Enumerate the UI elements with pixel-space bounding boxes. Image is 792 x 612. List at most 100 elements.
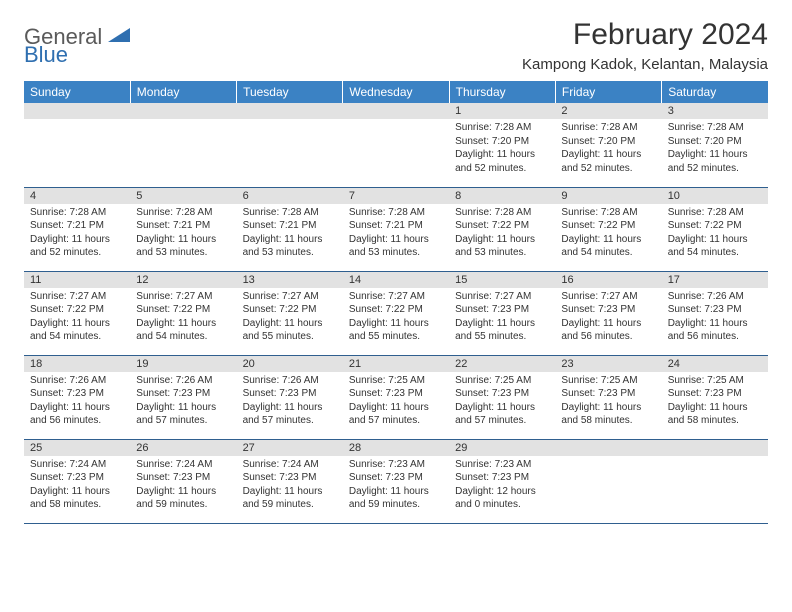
- day-number: 18: [24, 356, 130, 372]
- day-details: Sunrise: 7:26 AMSunset: 7:23 PMDaylight:…: [24, 372, 130, 432]
- day-details: Sunrise: 7:23 AMSunset: 7:23 PMDaylight:…: [449, 456, 555, 516]
- day-details: Sunrise: 7:28 AMSunset: 7:22 PMDaylight:…: [449, 204, 555, 264]
- day-details: Sunrise: 7:27 AMSunset: 7:22 PMDaylight:…: [237, 288, 343, 348]
- day-details: Sunrise: 7:27 AMSunset: 7:22 PMDaylight:…: [343, 288, 449, 348]
- day-details: Sunrise: 7:25 AMSunset: 7:23 PMDaylight:…: [449, 372, 555, 432]
- day-header: Thursday: [449, 81, 555, 103]
- day-cell: 26Sunrise: 7:24 AMSunset: 7:23 PMDayligh…: [130, 439, 236, 523]
- day-cell: 8Sunrise: 7:28 AMSunset: 7:22 PMDaylight…: [449, 187, 555, 271]
- day-number: 27: [237, 440, 343, 456]
- day-cell: [662, 439, 768, 523]
- day-cell: 24Sunrise: 7:25 AMSunset: 7:23 PMDayligh…: [662, 355, 768, 439]
- day-details: Sunrise: 7:28 AMSunset: 7:21 PMDaylight:…: [24, 204, 130, 264]
- location-text: Kampong Kadok, Kelantan, Malaysia: [522, 56, 768, 73]
- day-cell: [130, 103, 236, 187]
- day-header-row: Sunday Monday Tuesday Wednesday Thursday…: [24, 81, 768, 103]
- day-details: Sunrise: 7:25 AMSunset: 7:23 PMDaylight:…: [555, 372, 661, 432]
- empty-day-bar: [237, 103, 343, 119]
- day-number: 9: [555, 188, 661, 204]
- day-header: Wednesday: [343, 81, 449, 103]
- day-details: Sunrise: 7:23 AMSunset: 7:23 PMDaylight:…: [343, 456, 449, 516]
- day-cell: 13Sunrise: 7:27 AMSunset: 7:22 PMDayligh…: [237, 271, 343, 355]
- day-cell: 15Sunrise: 7:27 AMSunset: 7:23 PMDayligh…: [449, 271, 555, 355]
- day-number: 24: [662, 356, 768, 372]
- empty-day-bar: [130, 103, 236, 119]
- day-header: Sunday: [24, 81, 130, 103]
- page-title: February 2024: [522, 18, 768, 52]
- empty-day-bar: [555, 440, 661, 456]
- day-number: 19: [130, 356, 236, 372]
- day-details: Sunrise: 7:28 AMSunset: 7:20 PMDaylight:…: [449, 119, 555, 179]
- day-cell: 28Sunrise: 7:23 AMSunset: 7:23 PMDayligh…: [343, 439, 449, 523]
- day-details: Sunrise: 7:28 AMSunset: 7:22 PMDaylight:…: [555, 204, 661, 264]
- day-details: Sunrise: 7:28 AMSunset: 7:20 PMDaylight:…: [555, 119, 661, 179]
- day-number: 17: [662, 272, 768, 288]
- day-details: Sunrise: 7:28 AMSunset: 7:20 PMDaylight:…: [662, 119, 768, 179]
- day-cell: [237, 103, 343, 187]
- day-cell: 20Sunrise: 7:26 AMSunset: 7:23 PMDayligh…: [237, 355, 343, 439]
- day-cell: 16Sunrise: 7:27 AMSunset: 7:23 PMDayligh…: [555, 271, 661, 355]
- title-block: February 2024 Kampong Kadok, Kelantan, M…: [522, 18, 768, 73]
- day-number: 7: [343, 188, 449, 204]
- calendar-table: Sunday Monday Tuesday Wednesday Thursday…: [24, 81, 768, 524]
- day-number: 29: [449, 440, 555, 456]
- empty-day-bar: [343, 103, 449, 119]
- day-details: Sunrise: 7:28 AMSunset: 7:21 PMDaylight:…: [343, 204, 449, 264]
- day-cell: [555, 439, 661, 523]
- empty-day-bar: [662, 440, 768, 456]
- day-cell: 14Sunrise: 7:27 AMSunset: 7:22 PMDayligh…: [343, 271, 449, 355]
- day-cell: 12Sunrise: 7:27 AMSunset: 7:22 PMDayligh…: [130, 271, 236, 355]
- day-details: Sunrise: 7:24 AMSunset: 7:23 PMDaylight:…: [24, 456, 130, 516]
- day-details: Sunrise: 7:26 AMSunset: 7:23 PMDaylight:…: [662, 288, 768, 348]
- day-cell: 29Sunrise: 7:23 AMSunset: 7:23 PMDayligh…: [449, 439, 555, 523]
- day-details: Sunrise: 7:28 AMSunset: 7:21 PMDaylight:…: [237, 204, 343, 264]
- day-number: 26: [130, 440, 236, 456]
- day-cell: [24, 103, 130, 187]
- day-number: 23: [555, 356, 661, 372]
- day-number: 25: [24, 440, 130, 456]
- day-cell: 18Sunrise: 7:26 AMSunset: 7:23 PMDayligh…: [24, 355, 130, 439]
- day-number: 22: [449, 356, 555, 372]
- week-row: 4Sunrise: 7:28 AMSunset: 7:21 PMDaylight…: [24, 187, 768, 271]
- day-cell: 27Sunrise: 7:24 AMSunset: 7:23 PMDayligh…: [237, 439, 343, 523]
- day-details: Sunrise: 7:28 AMSunset: 7:22 PMDaylight:…: [662, 204, 768, 264]
- day-details: Sunrise: 7:26 AMSunset: 7:23 PMDaylight:…: [237, 372, 343, 432]
- day-cell: 19Sunrise: 7:26 AMSunset: 7:23 PMDayligh…: [130, 355, 236, 439]
- day-number: 10: [662, 188, 768, 204]
- day-number: 20: [237, 356, 343, 372]
- day-details: Sunrise: 7:26 AMSunset: 7:23 PMDaylight:…: [130, 372, 236, 432]
- day-header: Saturday: [662, 81, 768, 103]
- day-cell: 9Sunrise: 7:28 AMSunset: 7:22 PMDaylight…: [555, 187, 661, 271]
- week-row: 11Sunrise: 7:27 AMSunset: 7:22 PMDayligh…: [24, 271, 768, 355]
- day-cell: 25Sunrise: 7:24 AMSunset: 7:23 PMDayligh…: [24, 439, 130, 523]
- day-details: Sunrise: 7:25 AMSunset: 7:23 PMDaylight:…: [343, 372, 449, 432]
- logo-blue-row: Blue: [24, 42, 68, 68]
- day-details: Sunrise: 7:25 AMSunset: 7:23 PMDaylight:…: [662, 372, 768, 432]
- day-cell: 4Sunrise: 7:28 AMSunset: 7:21 PMDaylight…: [24, 187, 130, 271]
- day-cell: 10Sunrise: 7:28 AMSunset: 7:22 PMDayligh…: [662, 187, 768, 271]
- day-header: Monday: [130, 81, 236, 103]
- day-details: Sunrise: 7:24 AMSunset: 7:23 PMDaylight:…: [130, 456, 236, 516]
- day-number: 6: [237, 188, 343, 204]
- day-number: 14: [343, 272, 449, 288]
- day-number: 15: [449, 272, 555, 288]
- day-details: Sunrise: 7:27 AMSunset: 7:23 PMDaylight:…: [449, 288, 555, 348]
- day-number: 4: [24, 188, 130, 204]
- day-cell: 23Sunrise: 7:25 AMSunset: 7:23 PMDayligh…: [555, 355, 661, 439]
- logo-text-blue: Blue: [24, 42, 68, 67]
- header: General February 2024 Kampong Kadok, Kel…: [24, 18, 768, 73]
- day-number: 3: [662, 103, 768, 119]
- day-cell: 6Sunrise: 7:28 AMSunset: 7:21 PMDaylight…: [237, 187, 343, 271]
- logo-triangle-icon: [108, 26, 130, 47]
- day-cell: 21Sunrise: 7:25 AMSunset: 7:23 PMDayligh…: [343, 355, 449, 439]
- week-row: 25Sunrise: 7:24 AMSunset: 7:23 PMDayligh…: [24, 439, 768, 523]
- day-cell: 1Sunrise: 7:28 AMSunset: 7:20 PMDaylight…: [449, 103, 555, 187]
- day-details: Sunrise: 7:27 AMSunset: 7:22 PMDaylight:…: [130, 288, 236, 348]
- day-number: 1: [449, 103, 555, 119]
- day-number: 16: [555, 272, 661, 288]
- day-number: 11: [24, 272, 130, 288]
- week-row: 1Sunrise: 7:28 AMSunset: 7:20 PMDaylight…: [24, 103, 768, 187]
- day-number: 2: [555, 103, 661, 119]
- day-details: Sunrise: 7:24 AMSunset: 7:23 PMDaylight:…: [237, 456, 343, 516]
- day-number: 21: [343, 356, 449, 372]
